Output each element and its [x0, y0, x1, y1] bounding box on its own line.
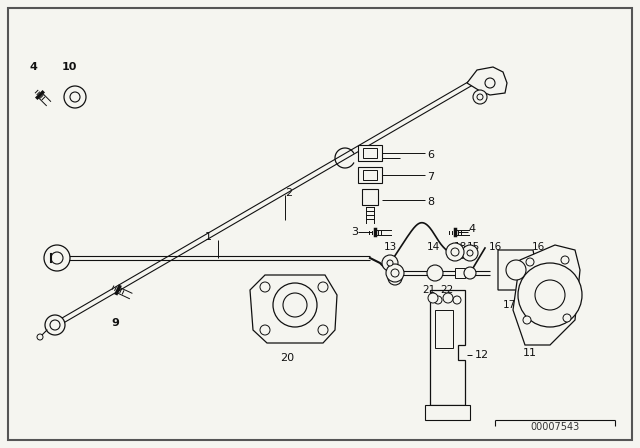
Circle shape: [391, 269, 399, 277]
Text: 1: 1: [205, 232, 212, 242]
Circle shape: [51, 252, 63, 264]
Circle shape: [260, 325, 270, 335]
Bar: [362, 189, 378, 205]
Circle shape: [523, 316, 531, 324]
Text: 12: 12: [475, 350, 489, 360]
Bar: [358, 145, 382, 161]
Text: 18: 18: [453, 242, 467, 252]
Circle shape: [64, 86, 86, 108]
Polygon shape: [498, 250, 536, 315]
Text: 4: 4: [30, 62, 38, 72]
Circle shape: [443, 293, 453, 303]
Text: 19: 19: [540, 280, 553, 290]
Circle shape: [464, 267, 476, 279]
Circle shape: [518, 263, 582, 327]
Circle shape: [382, 255, 398, 271]
Circle shape: [387, 260, 393, 266]
Text: 14: 14: [426, 242, 440, 252]
Circle shape: [434, 296, 442, 304]
Text: 15: 15: [467, 242, 479, 252]
Circle shape: [535, 280, 565, 310]
Bar: [363, 148, 377, 158]
Circle shape: [526, 258, 534, 266]
Polygon shape: [513, 245, 580, 345]
Bar: [358, 167, 382, 183]
Bar: [455, 268, 465, 278]
Circle shape: [506, 260, 526, 280]
Circle shape: [451, 248, 459, 256]
Text: 16: 16: [531, 242, 545, 252]
Circle shape: [386, 264, 404, 282]
Circle shape: [462, 245, 478, 261]
Circle shape: [477, 94, 483, 100]
Text: 3: 3: [351, 227, 358, 237]
Text: 2: 2: [285, 188, 292, 198]
Text: c: c: [72, 100, 76, 106]
Circle shape: [563, 314, 571, 322]
Text: 6: 6: [427, 150, 434, 160]
Text: 10: 10: [62, 62, 77, 72]
Circle shape: [273, 283, 317, 327]
Circle shape: [260, 282, 270, 292]
Text: 20: 20: [280, 353, 294, 363]
Circle shape: [427, 265, 443, 281]
Text: 22: 22: [440, 285, 453, 295]
Circle shape: [467, 250, 473, 256]
Text: 23: 23: [360, 152, 374, 162]
Text: 5: 5: [468, 248, 475, 258]
Circle shape: [428, 293, 438, 303]
Polygon shape: [250, 275, 337, 343]
Circle shape: [283, 293, 307, 317]
Text: 16: 16: [488, 242, 502, 252]
Circle shape: [473, 90, 487, 104]
Polygon shape: [425, 405, 470, 420]
Circle shape: [446, 243, 464, 261]
Circle shape: [453, 296, 461, 304]
Text: 00007543: 00007543: [531, 422, 580, 432]
Circle shape: [37, 334, 43, 340]
Text: 13: 13: [383, 242, 397, 252]
Circle shape: [44, 245, 70, 271]
Circle shape: [388, 271, 402, 285]
Bar: [363, 170, 377, 180]
Text: 17: 17: [503, 300, 516, 310]
Circle shape: [50, 320, 60, 330]
Circle shape: [540, 287, 556, 303]
Text: 11: 11: [523, 348, 537, 358]
Circle shape: [45, 315, 65, 335]
Text: 7: 7: [427, 172, 434, 182]
Polygon shape: [467, 67, 507, 95]
Text: 9: 9: [111, 318, 119, 328]
Text: 4: 4: [468, 224, 475, 234]
Circle shape: [318, 282, 328, 292]
Text: 21: 21: [422, 285, 435, 295]
Circle shape: [318, 325, 328, 335]
Polygon shape: [430, 290, 465, 405]
Text: 8: 8: [427, 197, 434, 207]
Bar: [435, 310, 453, 348]
Circle shape: [545, 292, 551, 298]
Circle shape: [561, 256, 569, 264]
Circle shape: [70, 92, 80, 102]
Circle shape: [485, 78, 495, 88]
